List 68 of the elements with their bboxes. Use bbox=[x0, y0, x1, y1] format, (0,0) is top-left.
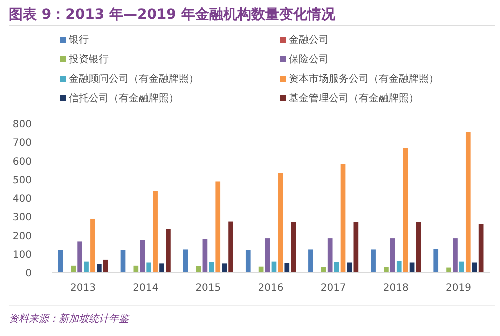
bar bbox=[460, 262, 464, 273]
legend-label: 投资银行 bbox=[68, 54, 109, 66]
bar bbox=[71, 266, 76, 273]
legend-label: 信托公司（有金融牌照） bbox=[69, 92, 179, 104]
legend-label: 基金管理公司（有金融牌照） bbox=[289, 92, 419, 104]
bar bbox=[97, 264, 102, 273]
chart-title: 图表 9：2013 年—2019 年金融机构数量变化情况 bbox=[9, 6, 336, 23]
bar bbox=[403, 148, 408, 273]
y-tick-label: 500 bbox=[12, 175, 32, 186]
bar bbox=[58, 250, 64, 273]
bar bbox=[340, 164, 346, 273]
legend-label: 保险公司 bbox=[289, 54, 329, 66]
bar bbox=[146, 262, 152, 273]
bar bbox=[478, 224, 484, 273]
x-tick-label: 2014 bbox=[133, 283, 159, 294]
legend-label: 资本市场服务公司（有金融牌照） bbox=[289, 73, 439, 85]
y-tick-label: 800 bbox=[12, 120, 32, 130]
bar bbox=[371, 250, 376, 273]
bar bbox=[84, 262, 89, 273]
bar bbox=[153, 191, 158, 273]
bar bbox=[183, 250, 188, 273]
x-tick-label: 2013 bbox=[70, 283, 96, 294]
y-tick-label: 400 bbox=[12, 194, 32, 205]
y-tick-label: 200 bbox=[12, 231, 32, 242]
x-tick-label: 2016 bbox=[258, 283, 284, 294]
bar bbox=[134, 266, 139, 273]
bar bbox=[466, 132, 471, 273]
text: 资料来源：新加坡统计年鉴 bbox=[9, 313, 131, 325]
bar bbox=[209, 262, 214, 273]
legend-label: 金融公司 bbox=[289, 34, 329, 46]
bar bbox=[396, 261, 402, 273]
bar bbox=[390, 238, 396, 273]
bar bbox=[166, 229, 171, 273]
bar bbox=[216, 182, 221, 273]
bar bbox=[284, 263, 290, 273]
legend-label: 银行 bbox=[68, 35, 89, 46]
x-tick-label: 2019 bbox=[446, 283, 472, 294]
bar bbox=[416, 222, 422, 273]
bar bbox=[246, 250, 251, 273]
y-tick-label: 0 bbox=[26, 268, 32, 280]
bar bbox=[453, 238, 458, 273]
x-tick-label: 2015 bbox=[196, 283, 222, 294]
y-tick-label: 300 bbox=[12, 212, 32, 224]
bar bbox=[160, 264, 164, 273]
bar bbox=[78, 242, 82, 273]
bar bbox=[291, 222, 296, 273]
bar bbox=[434, 249, 439, 273]
bar bbox=[228, 222, 234, 273]
x-tick-label: 2017 bbox=[320, 283, 346, 294]
y-tick-label: 100 bbox=[12, 250, 32, 261]
y-tick-label: 600 bbox=[12, 156, 32, 168]
bar bbox=[472, 262, 478, 273]
bar bbox=[278, 173, 284, 273]
bar bbox=[321, 267, 326, 273]
bar bbox=[265, 238, 270, 273]
bar bbox=[222, 264, 227, 273]
bar bbox=[328, 238, 333, 273]
y-tick-label: 700 bbox=[12, 138, 32, 150]
bar bbox=[308, 250, 314, 273]
bar bbox=[120, 250, 126, 273]
x-tick-label: 2018 bbox=[383, 283, 409, 294]
legend-label: 金融顾问公司（有金融牌照） bbox=[69, 73, 199, 85]
bar bbox=[384, 267, 389, 273]
bar bbox=[354, 222, 359, 273]
bar bbox=[90, 218, 96, 273]
bar bbox=[103, 260, 108, 273]
bar bbox=[202, 239, 208, 273]
bar bbox=[140, 240, 146, 273]
